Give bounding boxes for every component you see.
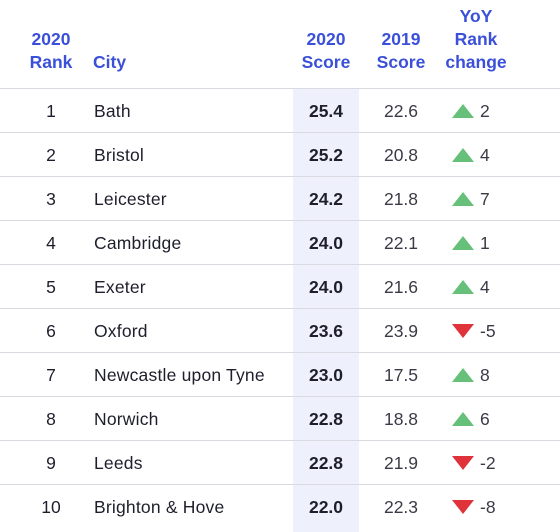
- table-row: 4 Cambridge 24.0 22.1 1: [0, 220, 560, 264]
- score-2020-cell: 22.8: [308, 453, 344, 473]
- header-yoy-line1: YoY: [459, 6, 493, 26]
- header-rank-label: Rank: [29, 52, 73, 72]
- header-city: City: [93, 51, 126, 74]
- city-cell: Oxford: [94, 321, 148, 341]
- rank-cell: 2: [46, 145, 56, 165]
- score-2020-cell: 25.2: [308, 145, 344, 165]
- table-row: 3 Leicester 24.2 21.8 7: [0, 176, 560, 220]
- rank-cell: 3: [46, 189, 56, 209]
- rank-change-arrow-cell: [452, 485, 476, 529]
- rank-change-cell: 2: [480, 101, 490, 121]
- score-2019-cell: 21.9: [383, 453, 419, 473]
- city-cell: Norwich: [94, 409, 159, 429]
- score-2019-cell: 21.8: [383, 189, 419, 209]
- rank-change-arrow-cell: [452, 221, 476, 265]
- city-cell: Leeds: [94, 453, 143, 473]
- rank-change-cell: -2: [480, 453, 496, 473]
- table-row: 2 Bristol 25.2 20.8 4: [0, 132, 560, 176]
- table-row: 5 Exeter 24.0 21.6 4: [0, 264, 560, 308]
- score-2019-cell: 21.6: [383, 277, 419, 297]
- header-yoy-rank-change: YoY Rank change: [438, 5, 514, 74]
- rank-cell: 10: [41, 497, 61, 517]
- header-rank-year: 2020: [31, 29, 71, 49]
- rank-change-cell: 8: [480, 365, 490, 385]
- score-2020-column-highlight: [293, 88, 359, 532]
- header-score-2020: 2020 Score: [293, 28, 359, 74]
- up-triangle-icon: [452, 412, 474, 426]
- score-2020-cell: 22.8: [308, 409, 344, 429]
- header-score-2020-label: Score: [301, 52, 351, 72]
- header-score-2019-label: Score: [376, 52, 426, 72]
- city-cell: Leicester: [94, 189, 167, 209]
- table-row: 10 Brighton & Hove 22.0 22.3 -8: [0, 484, 560, 528]
- down-triangle-icon: [452, 324, 474, 338]
- city-cell: Newcastle upon Tyne: [94, 365, 265, 385]
- rank-change-cell: 6: [480, 409, 490, 429]
- city-cell: Brighton & Hove: [94, 497, 225, 517]
- score-2020-cell: 25.4: [308, 101, 344, 121]
- score-2020-cell: 23.6: [308, 321, 344, 341]
- rank-cell: 8: [46, 409, 56, 429]
- table-body: 1 Bath 25.4 22.6 2 2 Bristol 25.2 20.8 4…: [0, 88, 560, 528]
- down-triangle-icon: [452, 456, 474, 470]
- score-2020-cell: 24.0: [308, 233, 344, 253]
- score-2019-cell: 20.8: [383, 145, 419, 165]
- score-2020-cell: 24.2: [308, 189, 344, 209]
- rank-cell: 9: [46, 453, 56, 473]
- header-yoy-line2: Rank: [454, 29, 498, 49]
- score-2019-cell: 17.5: [383, 365, 419, 385]
- rank-change-cell: 1: [480, 233, 490, 253]
- rank-cell: 7: [46, 365, 56, 385]
- rank-change-arrow-cell: [452, 177, 476, 221]
- score-2019-cell: 22.3: [383, 497, 419, 517]
- rank-change-cell: 4: [480, 277, 490, 297]
- table-row: 8 Norwich 22.8 18.8 6: [0, 396, 560, 440]
- rank-change-arrow-cell: [452, 133, 476, 177]
- city-cell: Bristol: [94, 145, 145, 165]
- rank-change-arrow-cell: [452, 397, 476, 441]
- score-2020-cell: 22.0: [308, 497, 344, 517]
- up-triangle-icon: [452, 104, 474, 118]
- down-triangle-icon: [452, 500, 474, 514]
- score-2019-cell: 22.1: [383, 233, 419, 253]
- score-2019-cell: 18.8: [383, 409, 419, 429]
- up-triangle-icon: [452, 148, 474, 162]
- rank-change-arrow-cell: [452, 441, 476, 485]
- header-score-2020-year: 2020: [306, 29, 346, 49]
- table-header: 2020 Rank City 2020 Score 2019 Score YoY…: [0, 0, 560, 88]
- header-score-2019: 2019 Score: [370, 28, 432, 74]
- score-2019-cell: 23.9: [383, 321, 419, 341]
- city-cell: Exeter: [94, 277, 146, 297]
- rank-change-arrow-cell: [452, 309, 476, 353]
- score-2020-cell: 23.0: [308, 365, 344, 385]
- score-2019-cell: 22.6: [383, 101, 419, 121]
- score-2020-cell: 24.0: [308, 277, 344, 297]
- table-row: 6 Oxford 23.6 23.9 -5: [0, 308, 560, 352]
- rank-change-arrow-cell: [452, 353, 476, 397]
- header-city-label: City: [93, 52, 127, 72]
- city-cell: Cambridge: [94, 233, 182, 253]
- table-row: 7 Newcastle upon Tyne 23.0 17.5 8: [0, 352, 560, 396]
- rank-change-cell: -8: [480, 497, 496, 517]
- up-triangle-icon: [452, 192, 474, 206]
- up-triangle-icon: [452, 280, 474, 294]
- rank-cell: 1: [46, 101, 56, 121]
- table-row: 9 Leeds 22.8 21.9 -2: [0, 440, 560, 484]
- city-cell: Bath: [94, 101, 131, 121]
- table-row: 1 Bath 25.4 22.6 2: [0, 88, 560, 132]
- rank-change-cell: 7: [480, 189, 490, 209]
- rank-cell: 6: [46, 321, 56, 341]
- header-score-2019-year: 2019: [381, 29, 421, 49]
- rank-change-arrow-cell: [452, 265, 476, 309]
- rank-cell: 5: [46, 277, 56, 297]
- up-triangle-icon: [452, 236, 474, 250]
- rank-cell: 4: [46, 233, 56, 253]
- up-triangle-icon: [452, 368, 474, 382]
- rank-change-arrow-cell: [452, 89, 476, 133]
- rank-change-cell: -5: [480, 321, 496, 341]
- rank-change-cell: 4: [480, 145, 490, 165]
- header-yoy-line3: change: [445, 52, 507, 72]
- header-rank: 2020 Rank: [22, 28, 80, 74]
